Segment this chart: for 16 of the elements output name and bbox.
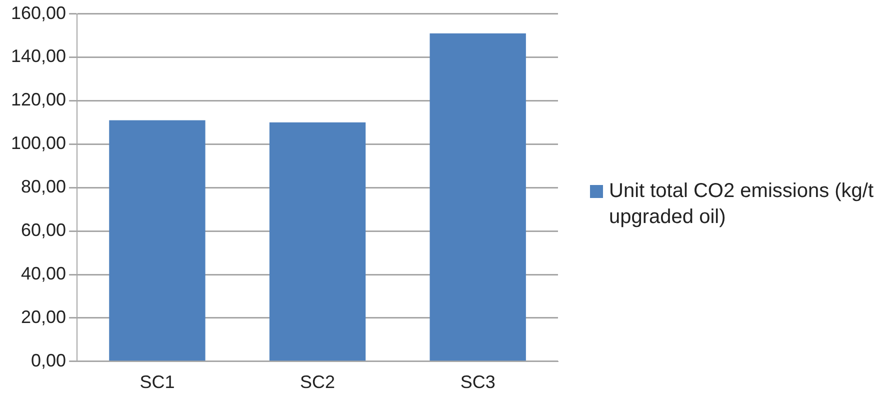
- y-tick-label: 100,00: [10, 133, 66, 154]
- y-tick-label: 80,00: [21, 176, 66, 197]
- y-tick-label: 60,00: [21, 220, 66, 240]
- x-tick-label: SC2: [300, 372, 336, 392]
- legend-label: Unit total CO2 emissions (kg/t upgraded oil): [609, 179, 875, 230]
- x-tick-label: SC3: [460, 372, 496, 392]
- x-tick-label: SC1: [140, 372, 175, 392]
- bar: [430, 33, 526, 361]
- y-tick-label: 120,00: [10, 90, 66, 110]
- y-tick-label: 0,00: [31, 350, 66, 370]
- y-tick-label: 160,00: [10, 2, 66, 23]
- bar: [269, 122, 366, 361]
- y-tick-label: 40,00: [21, 263, 66, 284]
- y-tick-label: 140,00: [10, 46, 66, 66]
- y-tick-label: 20,00: [21, 306, 66, 327]
- bar: [109, 120, 206, 361]
